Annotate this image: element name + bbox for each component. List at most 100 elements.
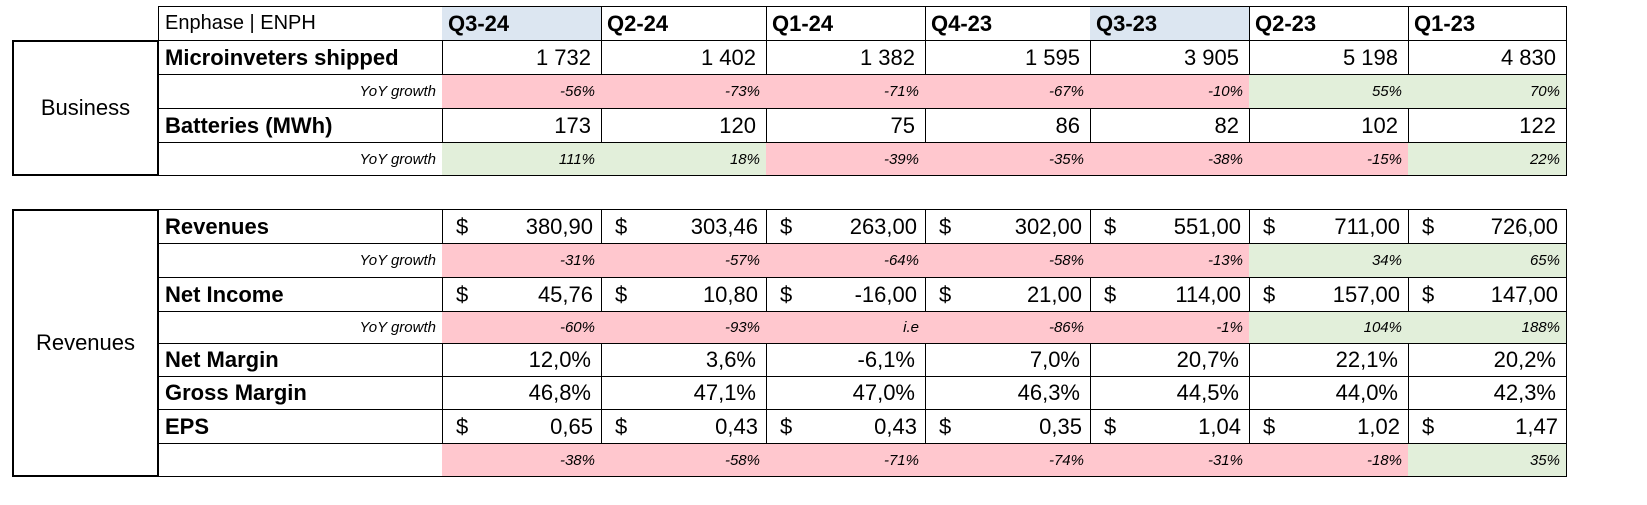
currency-symbol: $	[615, 281, 628, 307]
currency-symbol: $	[939, 413, 952, 439]
growth-cell[interactable]: -60%	[442, 311, 602, 344]
value-cell[interactable]: 46,3%	[925, 376, 1091, 410]
row-label: Microinveters shipped	[158, 40, 443, 75]
growth-cell[interactable]: -38%	[442, 443, 602, 477]
money-cell[interactable]: $0,65	[442, 409, 602, 444]
value-cell[interactable]: 47,0%	[766, 376, 926, 410]
value-cell[interactable]: 75	[766, 108, 926, 143]
growth-cell[interactable]: i.e	[766, 311, 926, 344]
money-cell[interactable]: $0,35	[925, 409, 1091, 444]
value-cell[interactable]: 44,0%	[1249, 376, 1409, 410]
money-cell[interactable]: $303,46	[601, 209, 767, 244]
money-cell[interactable]: $302,00	[925, 209, 1091, 244]
money-cell[interactable]: $1,47	[1408, 409, 1567, 444]
value-cell[interactable]: 1 732	[442, 40, 602, 75]
value-cell[interactable]: 3,6%	[601, 343, 767, 377]
value-cell[interactable]: 7,0%	[925, 343, 1091, 377]
cell-value: 711,00	[1334, 213, 1400, 239]
growth-cell[interactable]: 104%	[1249, 311, 1409, 344]
value-cell[interactable]: 4 830	[1408, 40, 1567, 75]
value-cell[interactable]: 46,8%	[442, 376, 602, 410]
money-cell[interactable]: $0,43	[766, 409, 926, 444]
growth-cell[interactable]: -58%	[925, 243, 1091, 278]
row-label: YoY growth	[158, 311, 443, 344]
growth-cell[interactable]: -35%	[925, 142, 1091, 176]
growth-cell[interactable]: -64%	[766, 243, 926, 278]
growth-cell[interactable]: 111%	[442, 142, 602, 176]
growth-cell[interactable]: -58%	[601, 443, 767, 477]
growth-cell[interactable]: -71%	[766, 74, 926, 109]
money-cell[interactable]: $147,00	[1408, 277, 1567, 312]
value-cell[interactable]: 1 382	[766, 40, 926, 75]
growth-cell[interactable]: -31%	[442, 243, 602, 278]
growth-cell[interactable]: -31%	[1090, 443, 1250, 477]
value-cell[interactable]: 22,1%	[1249, 343, 1409, 377]
growth-cell[interactable]: -1%	[1090, 311, 1250, 344]
growth-cell[interactable]: 18%	[601, 142, 767, 176]
quarter-header[interactable]: Q4-23	[925, 6, 1091, 41]
money-cell[interactable]: $10,80	[601, 277, 767, 312]
growth-cell[interactable]: -56%	[442, 74, 602, 109]
growth-cell[interactable]: -71%	[766, 443, 926, 477]
growth-cell[interactable]: 35%	[1408, 443, 1567, 477]
value-cell[interactable]: 42,3%	[1408, 376, 1567, 410]
value-cell[interactable]: 120	[601, 108, 767, 143]
quarter-header[interactable]: Q3-23	[1090, 6, 1250, 41]
value-cell[interactable]: -6,1%	[766, 343, 926, 377]
quarter-header[interactable]: Q2-23	[1249, 6, 1409, 41]
growth-cell[interactable]: -67%	[925, 74, 1091, 109]
money-cell[interactable]: $157,00	[1249, 277, 1409, 312]
money-cell[interactable]: $114,00	[1090, 277, 1250, 312]
value-cell[interactable]: 20,7%	[1090, 343, 1250, 377]
value-cell[interactable]: 82	[1090, 108, 1250, 143]
value-cell[interactable]: 44,5%	[1090, 376, 1250, 410]
growth-cell[interactable]: -39%	[766, 142, 926, 176]
cell-value: 0,35	[1039, 413, 1082, 439]
value-cell[interactable]: 1 595	[925, 40, 1091, 75]
value-cell[interactable]: 47,1%	[601, 376, 767, 410]
money-cell[interactable]: $21,00	[925, 277, 1091, 312]
value-cell[interactable]: 20,2%	[1408, 343, 1567, 377]
money-cell[interactable]: $ -16,00	[766, 277, 926, 312]
growth-cell[interactable]: -10%	[1090, 74, 1250, 109]
growth-cell[interactable]: -18%	[1249, 443, 1409, 477]
money-cell[interactable]: $0,43	[601, 409, 767, 444]
value-cell[interactable]: 122	[1408, 108, 1567, 143]
money-cell[interactable]: $263,00	[766, 209, 926, 244]
value-cell[interactable]: 86	[925, 108, 1091, 143]
money-cell[interactable]: $45,76	[442, 277, 602, 312]
quarter-header[interactable]: Q1-23	[1408, 6, 1567, 41]
growth-cell[interactable]: -73%	[601, 74, 767, 109]
row-label: YoY growth	[158, 74, 443, 109]
money-cell[interactable]: $1,02	[1249, 409, 1409, 444]
money-cell[interactable]: $711,00	[1249, 209, 1409, 244]
money-cell[interactable]: $726,00	[1408, 209, 1567, 244]
growth-cell[interactable]: -38%	[1090, 142, 1250, 176]
value-cell[interactable]: 1 402	[601, 40, 767, 75]
value-cell[interactable]: 102	[1249, 108, 1409, 143]
money-cell[interactable]: $1,04	[1090, 409, 1250, 444]
value-cell[interactable]: 3 905	[1090, 40, 1250, 75]
value-cell[interactable]: 12,0%	[442, 343, 602, 377]
money-cell[interactable]: $551,00	[1090, 209, 1250, 244]
quarter-header[interactable]: Q1-24	[766, 6, 926, 41]
growth-cell[interactable]: -13%	[1090, 243, 1250, 278]
growth-cell[interactable]: -15%	[1249, 142, 1409, 176]
value-cell[interactable]: 5 198	[1249, 40, 1409, 75]
currency-symbol: $	[456, 413, 469, 439]
growth-cell[interactable]: -57%	[601, 243, 767, 278]
value-cell[interactable]: 173	[442, 108, 602, 143]
growth-cell[interactable]: 22%	[1408, 142, 1567, 176]
growth-cell[interactable]: 55%	[1249, 74, 1409, 109]
growth-cell[interactable]: 65%	[1408, 243, 1567, 278]
growth-cell[interactable]: 188%	[1408, 311, 1567, 344]
quarter-header[interactable]: Q2-24	[601, 6, 767, 41]
growth-cell[interactable]: 34%	[1249, 243, 1409, 278]
row-label: Net Income	[158, 277, 443, 312]
quarter-header[interactable]: Q3-24	[442, 6, 602, 41]
growth-cell[interactable]: -74%	[925, 443, 1091, 477]
money-cell[interactable]: $380,90	[442, 209, 602, 244]
growth-cell[interactable]: 70%	[1408, 74, 1567, 109]
growth-cell[interactable]: -86%	[925, 311, 1091, 344]
growth-cell[interactable]: -93%	[601, 311, 767, 344]
